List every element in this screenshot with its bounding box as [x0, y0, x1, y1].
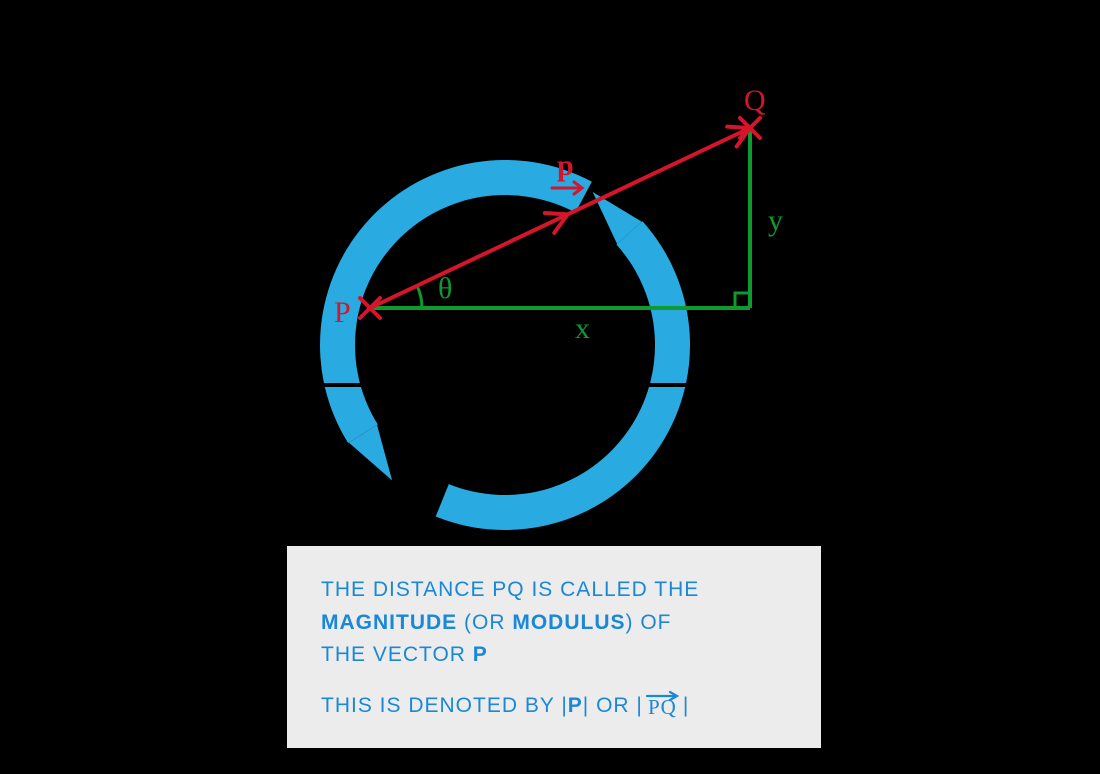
caption-text: (OR	[457, 611, 512, 634]
caption-text: |	[683, 694, 689, 717]
caption-box: THE DISTANCE PQ IS CALLED THE MAGNITUDE …	[287, 546, 821, 748]
theta-arc	[417, 286, 422, 308]
caption-text: | OR |	[583, 694, 643, 717]
label-x: x	[575, 312, 590, 345]
caption-line-1: THE DISTANCE PQ IS CALLED THE	[321, 574, 787, 607]
caption-text: THIS IS DENOTED BY |	[321, 694, 568, 717]
decorative-ring	[320, 160, 690, 530]
label-q: Q	[744, 84, 766, 117]
caption-text: THE DISTANCE PQ IS CALLED THE	[321, 578, 699, 601]
caption-text: THE VECTOR	[321, 643, 473, 666]
caption-text-bold: P	[473, 643, 488, 666]
caption-text-bold: P	[568, 694, 583, 717]
pq-with-arrow: PQ	[643, 690, 683, 723]
label-p: P	[334, 296, 351, 329]
caption-line-4: THIS IS DENOTED BY |P| OR |PQ |	[321, 690, 787, 723]
caption-line-3: THE VECTOR P	[321, 639, 787, 672]
svg-text:PQ: PQ	[648, 695, 677, 718]
caption-spacer	[321, 672, 787, 690]
pq-arrow-icon: PQ	[643, 690, 683, 718]
right-angle-icon	[735, 293, 750, 308]
caption-text: ) OF	[626, 611, 672, 634]
label-y: y	[768, 204, 783, 237]
label-theta: θ	[438, 272, 452, 305]
caption-line-2: MAGNITUDE (OR MODULUS) OF	[321, 607, 787, 640]
label-vector-p: p	[557, 149, 574, 182]
caption-text-bold: MAGNITUDE	[321, 611, 457, 634]
caption-text-bold: MODULUS	[512, 611, 625, 634]
